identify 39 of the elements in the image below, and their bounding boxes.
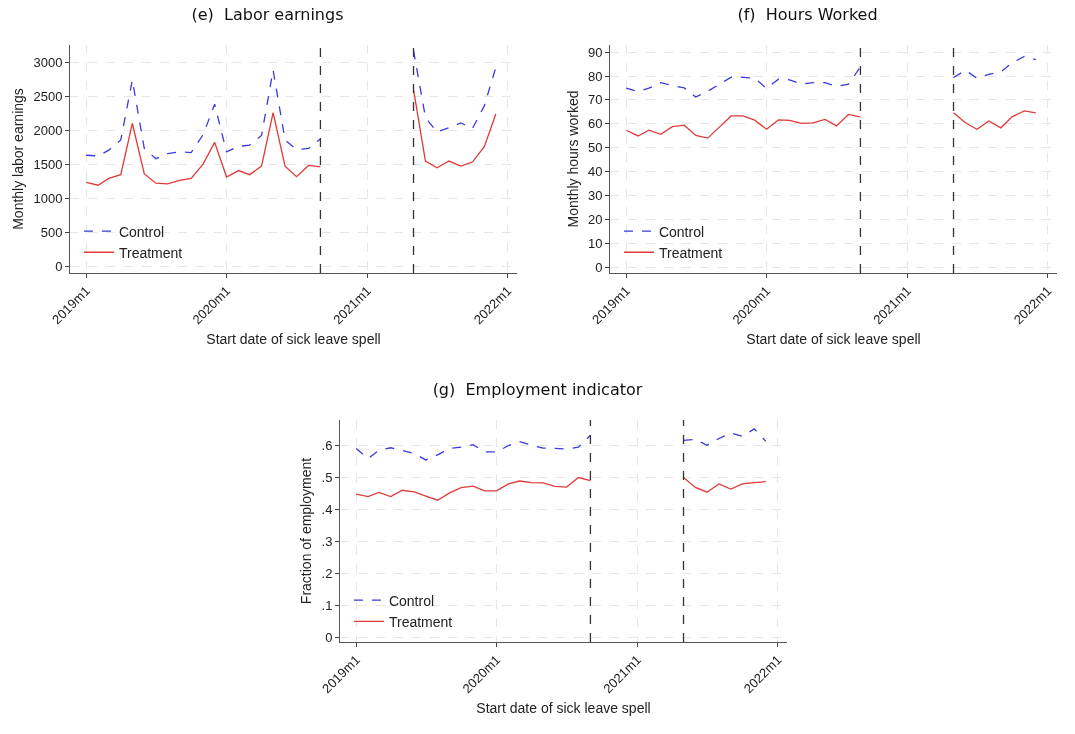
y-tick-label: 0 [325,629,333,645]
legend-label: Treatment [658,244,723,261]
legend-label: Control [388,592,435,609]
y-tick-label: 2500 [33,88,63,104]
legend-label: Treatment [118,244,183,261]
y-tick-label: 500 [40,224,63,240]
chart-title: (g) Employment indicator [432,380,643,400]
y-tick-label: 30 [587,187,603,203]
y-tick-label: 90 [587,44,603,60]
y-tick-label: .4 [321,501,333,517]
y-tick-label: 60 [587,116,603,132]
y-tick-label: 1000 [33,190,63,206]
y-tick-label: .1 [321,597,333,613]
y-tick-label: 80 [587,68,603,84]
y-tick-label: 70 [587,92,603,108]
legend-label: Control [658,223,705,240]
y-axis-title: Monthly labor earnings [10,88,27,230]
y-tick-label: 0 [595,259,603,275]
legend-label: Control [118,223,165,240]
y-tick-label: 3000 [33,54,63,70]
x-axis-title: Start date of sick leave spell [746,331,921,348]
chart-title: (e) Labor earnings [191,5,344,25]
legend-label: Treatment [388,613,453,630]
y-tick-label: 2000 [33,122,63,138]
y-tick-label: 0 [55,258,63,274]
y-tick-label: .6 [321,438,333,454]
y-tick-label: .2 [321,565,333,581]
y-axis-title: Monthly hours worked [564,90,581,228]
chart-title: (f) Hours Worked [737,5,878,25]
y-axis-title: Fraction of employment [298,457,315,605]
y-tick-label: 50 [587,140,603,156]
y-tick-label: 20 [587,211,603,227]
x-axis-title: Start date of sick leave spell [206,331,381,348]
x-axis-title: Start date of sick leave spell [476,700,651,717]
y-tick-label: 40 [587,164,603,180]
y-tick-label: 10 [587,235,603,251]
y-tick-label: 1500 [33,156,63,172]
y-tick-label: .3 [321,533,333,549]
y-tick-label: .5 [321,470,333,486]
